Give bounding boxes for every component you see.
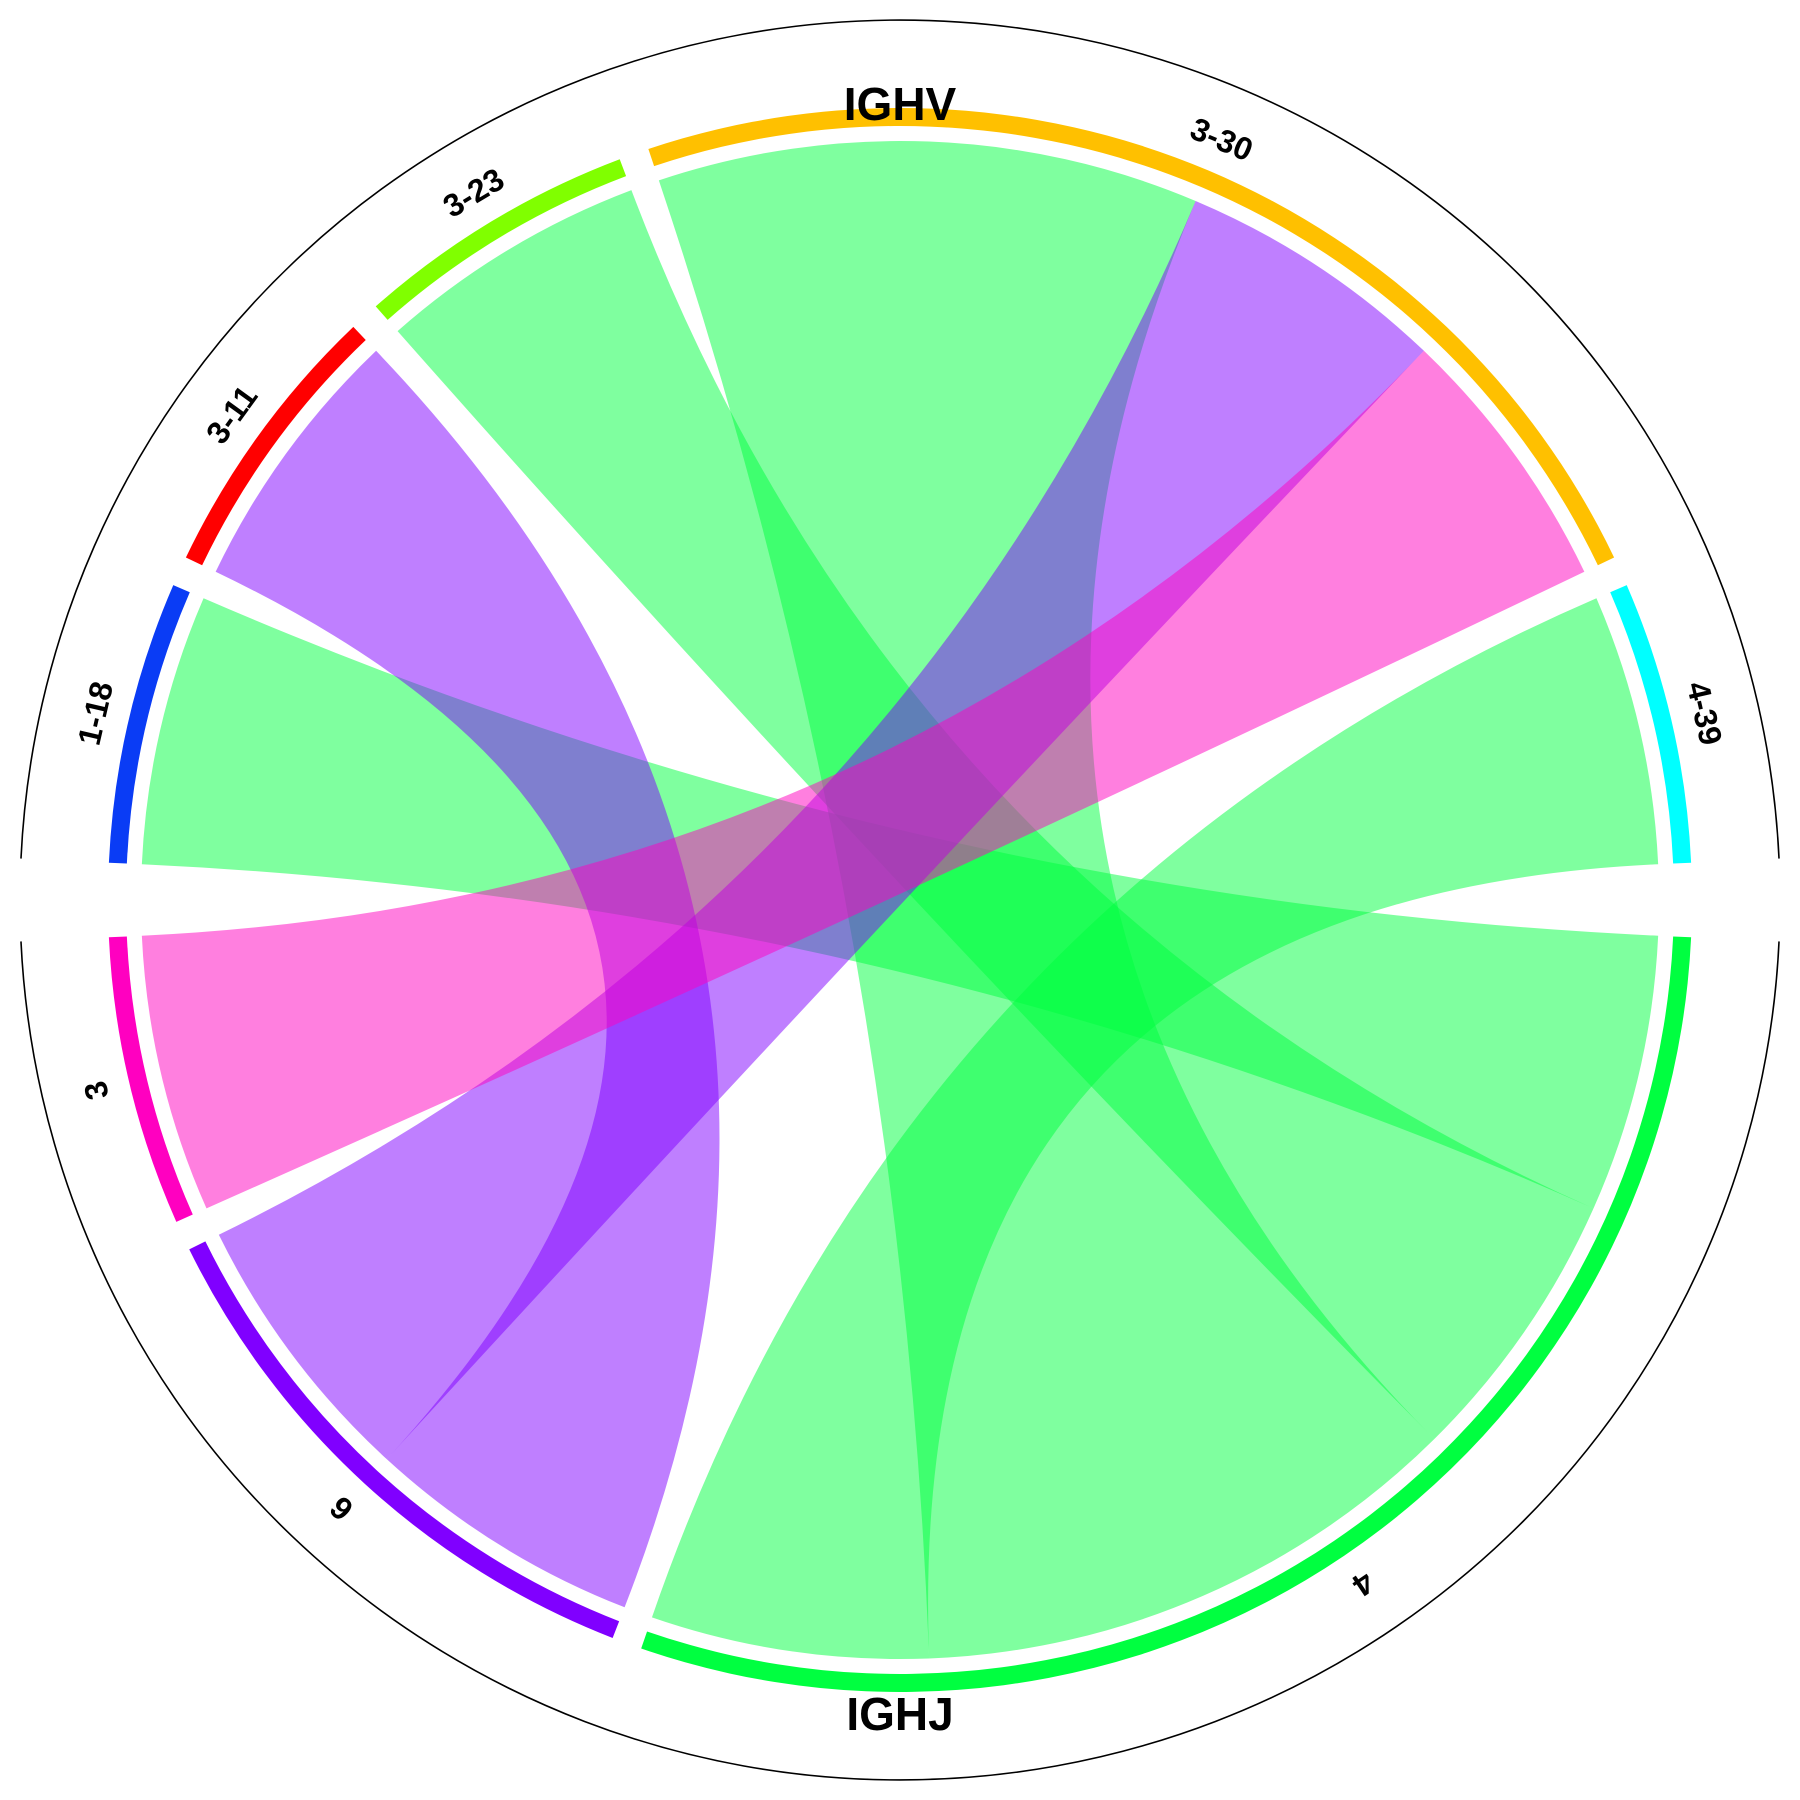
- sector-track-3-11: [185, 326, 366, 566]
- sector-label-4-39: 4-39: [1680, 678, 1730, 749]
- sector-label-3-30: 3-30: [1185, 110, 1258, 168]
- group-outer-arcs: [20, 19, 1780, 1781]
- sector-track-1-18: [108, 585, 190, 864]
- group-outer-arc-ighj: [20, 941, 1780, 1781]
- sector-track-3: [108, 936, 193, 1222]
- group-outer-arc-ighv: [20, 19, 1780, 859]
- ribbon-3-30-to-4: [658, 141, 1435, 1659]
- group-title-ighv: IGHV: [844, 78, 957, 130]
- group-titles: IGHV IGHJ: [844, 78, 957, 1740]
- sector-label-3-23: 3-23: [437, 161, 510, 225]
- ribbon-3-11-to-6: [215, 350, 720, 1608]
- sector-track-4-39: [1610, 585, 1692, 864]
- sector-label-4: 4: [1346, 1564, 1381, 1604]
- sector-label-3-11: 3-11: [199, 379, 265, 451]
- sector-label-3: 3: [77, 1078, 116, 1104]
- ribbon-3-30-to-3: [141, 350, 1585, 1209]
- group-title-ighj: IGHJ: [846, 1688, 953, 1740]
- sector-track-3-23: [375, 159, 627, 320]
- ribbon-4-39-to-4: [651, 598, 1659, 1659]
- sector-label-1-18: 1-18: [71, 678, 121, 749]
- sector-label-6: 6: [323, 1489, 360, 1528]
- chord-ribbons: [141, 141, 1659, 1659]
- sector-tracks: [108, 108, 1692, 1692]
